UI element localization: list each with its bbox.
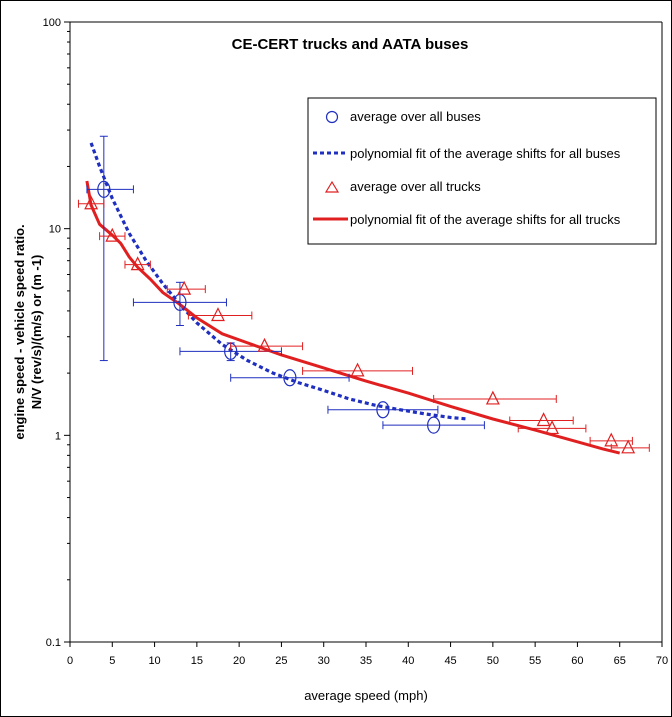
plot-area <box>77 135 650 455</box>
bus-data-point <box>283 369 297 387</box>
x-tick-label: 20 <box>233 655 245 667</box>
bus-data-point <box>427 416 441 434</box>
y-tick-label: 0.1 <box>46 637 61 649</box>
truck-data-point <box>536 412 551 427</box>
legend: average over all buses polynomial fit of… <box>307 97 657 245</box>
x-tick-label: 35 <box>360 655 372 667</box>
x-tick-label: 40 <box>402 655 414 667</box>
x-tick-label: 65 <box>614 655 626 667</box>
x-tick-label: 60 <box>571 655 583 667</box>
y-ticks: 0.1 1 10 100 <box>43 17 70 649</box>
bus-data-point <box>97 180 111 198</box>
x-axis-label: average speed (mph) <box>304 688 428 703</box>
x-tick-label: 45 <box>444 655 456 667</box>
truck-data-point <box>211 307 225 322</box>
truck-data-point <box>621 439 636 454</box>
y-tick-label: 1 <box>55 430 61 442</box>
legend-box <box>307 97 657 245</box>
x-tick-label: 10 <box>148 655 160 667</box>
truck-data-point <box>130 256 145 271</box>
x-tick-label: 55 <box>529 655 541 667</box>
x-tick-label: 15 <box>191 655 203 667</box>
legend-label-bus-fit: polynomial fit of the average shifts for… <box>350 146 621 161</box>
legend-label-truck-average: average over all trucks <box>350 179 481 194</box>
y-axis-label-line2: N/V (rev/s)/(m/s) or (m -1) <box>29 255 44 410</box>
truck-data-point <box>350 362 365 377</box>
x-ticks: 0 5 10 15 20 25 30 35 40 45 50 55 60 65 70 <box>67 642 668 667</box>
legend-marker-truck-triangle <box>324 180 340 193</box>
x-tick-label: 50 <box>487 655 499 667</box>
x-tick-label: 25 <box>275 655 287 667</box>
y-tick-label: 100 <box>43 17 61 29</box>
legend-label-bus-average: average over all buses <box>350 109 481 124</box>
x-tick-label: 0 <box>67 655 73 667</box>
x-tick-label: 5 <box>109 655 115 667</box>
chart-title: CE-CERT trucks and AATA buses <box>232 36 469 53</box>
x-tick-label: 30 <box>318 655 330 667</box>
y-axis-label-line1: engine speed - vehicle speed ratio. <box>12 224 27 439</box>
axes <box>69 21 663 643</box>
legend-label-truck-fit: polynomial fit of the average shifts for… <box>350 212 621 227</box>
truck-data-point <box>84 195 99 210</box>
truck-data-point <box>485 390 500 405</box>
truck-data-point <box>105 227 120 242</box>
truck-data-point <box>177 280 192 295</box>
bus-data-point <box>376 401 390 419</box>
truck-data-point <box>545 420 560 435</box>
legend-marker-bus-circle <box>325 110 339 124</box>
y-tick-label: 10 <box>49 224 61 236</box>
x-tick-label: 70 <box>656 655 668 667</box>
truck-data-point <box>257 337 272 352</box>
